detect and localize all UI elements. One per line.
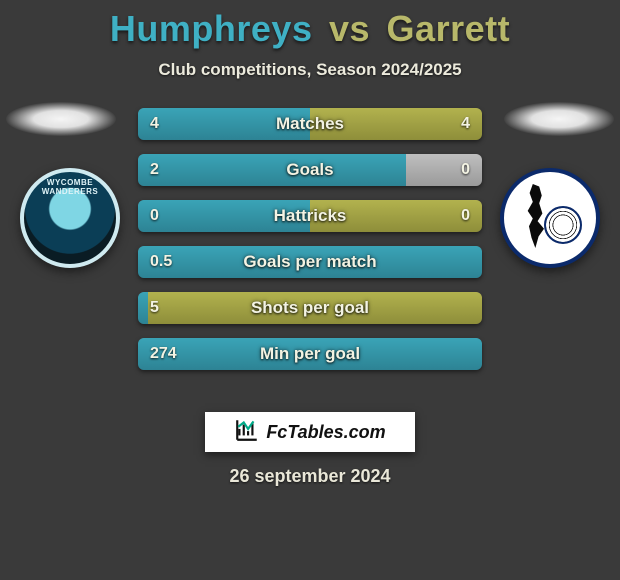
title-vs: vs [329,8,370,49]
crest-left: WYCOMBE WANDERERS [20,168,120,268]
stat-bar-left [138,154,406,186]
chart-icon [234,417,260,448]
stat-row: Min per goal274 [138,338,482,370]
spotlight-left [6,102,116,136]
crest-right [500,168,600,268]
spotlight-right [504,102,614,136]
stat-bar-right [310,108,482,140]
comparison-stage: WYCOMBE WANDERERS Matches44 Goals20 Hattri… [0,108,620,398]
stat-bar-left [138,292,148,324]
stat-row: Shots per goal5 [138,292,482,324]
stat-bar-right [310,200,482,232]
stat-bar-left [138,246,482,278]
watermark: FcTables.com [205,412,415,452]
date-footer: 26 september 2024 [0,466,620,487]
stat-bar-left [138,338,482,370]
stat-bar-left [138,108,310,140]
stat-bar-right [406,154,482,186]
stat-row: Hattricks00 [138,200,482,232]
subtitle: Club competitions, Season 2024/2025 [0,60,620,80]
stat-bar-left [138,200,310,232]
player2-name: Garrett [387,8,511,49]
stat-bar-right [148,292,482,324]
stat-row: Goals per match0.5 [138,246,482,278]
stat-row: Matches44 [138,108,482,140]
stat-bars: Matches44 Goals20 Hattricks00 Goals per mat… [138,108,482,384]
watermark-text: FcTables.com [266,422,385,443]
comparison-title: Humphreys vs Garrett [0,0,620,50]
crest-left-label: WYCOMBE WANDERERS [24,178,116,196]
stat-row: Goals20 [138,154,482,186]
player1-name: Humphreys [110,8,313,49]
